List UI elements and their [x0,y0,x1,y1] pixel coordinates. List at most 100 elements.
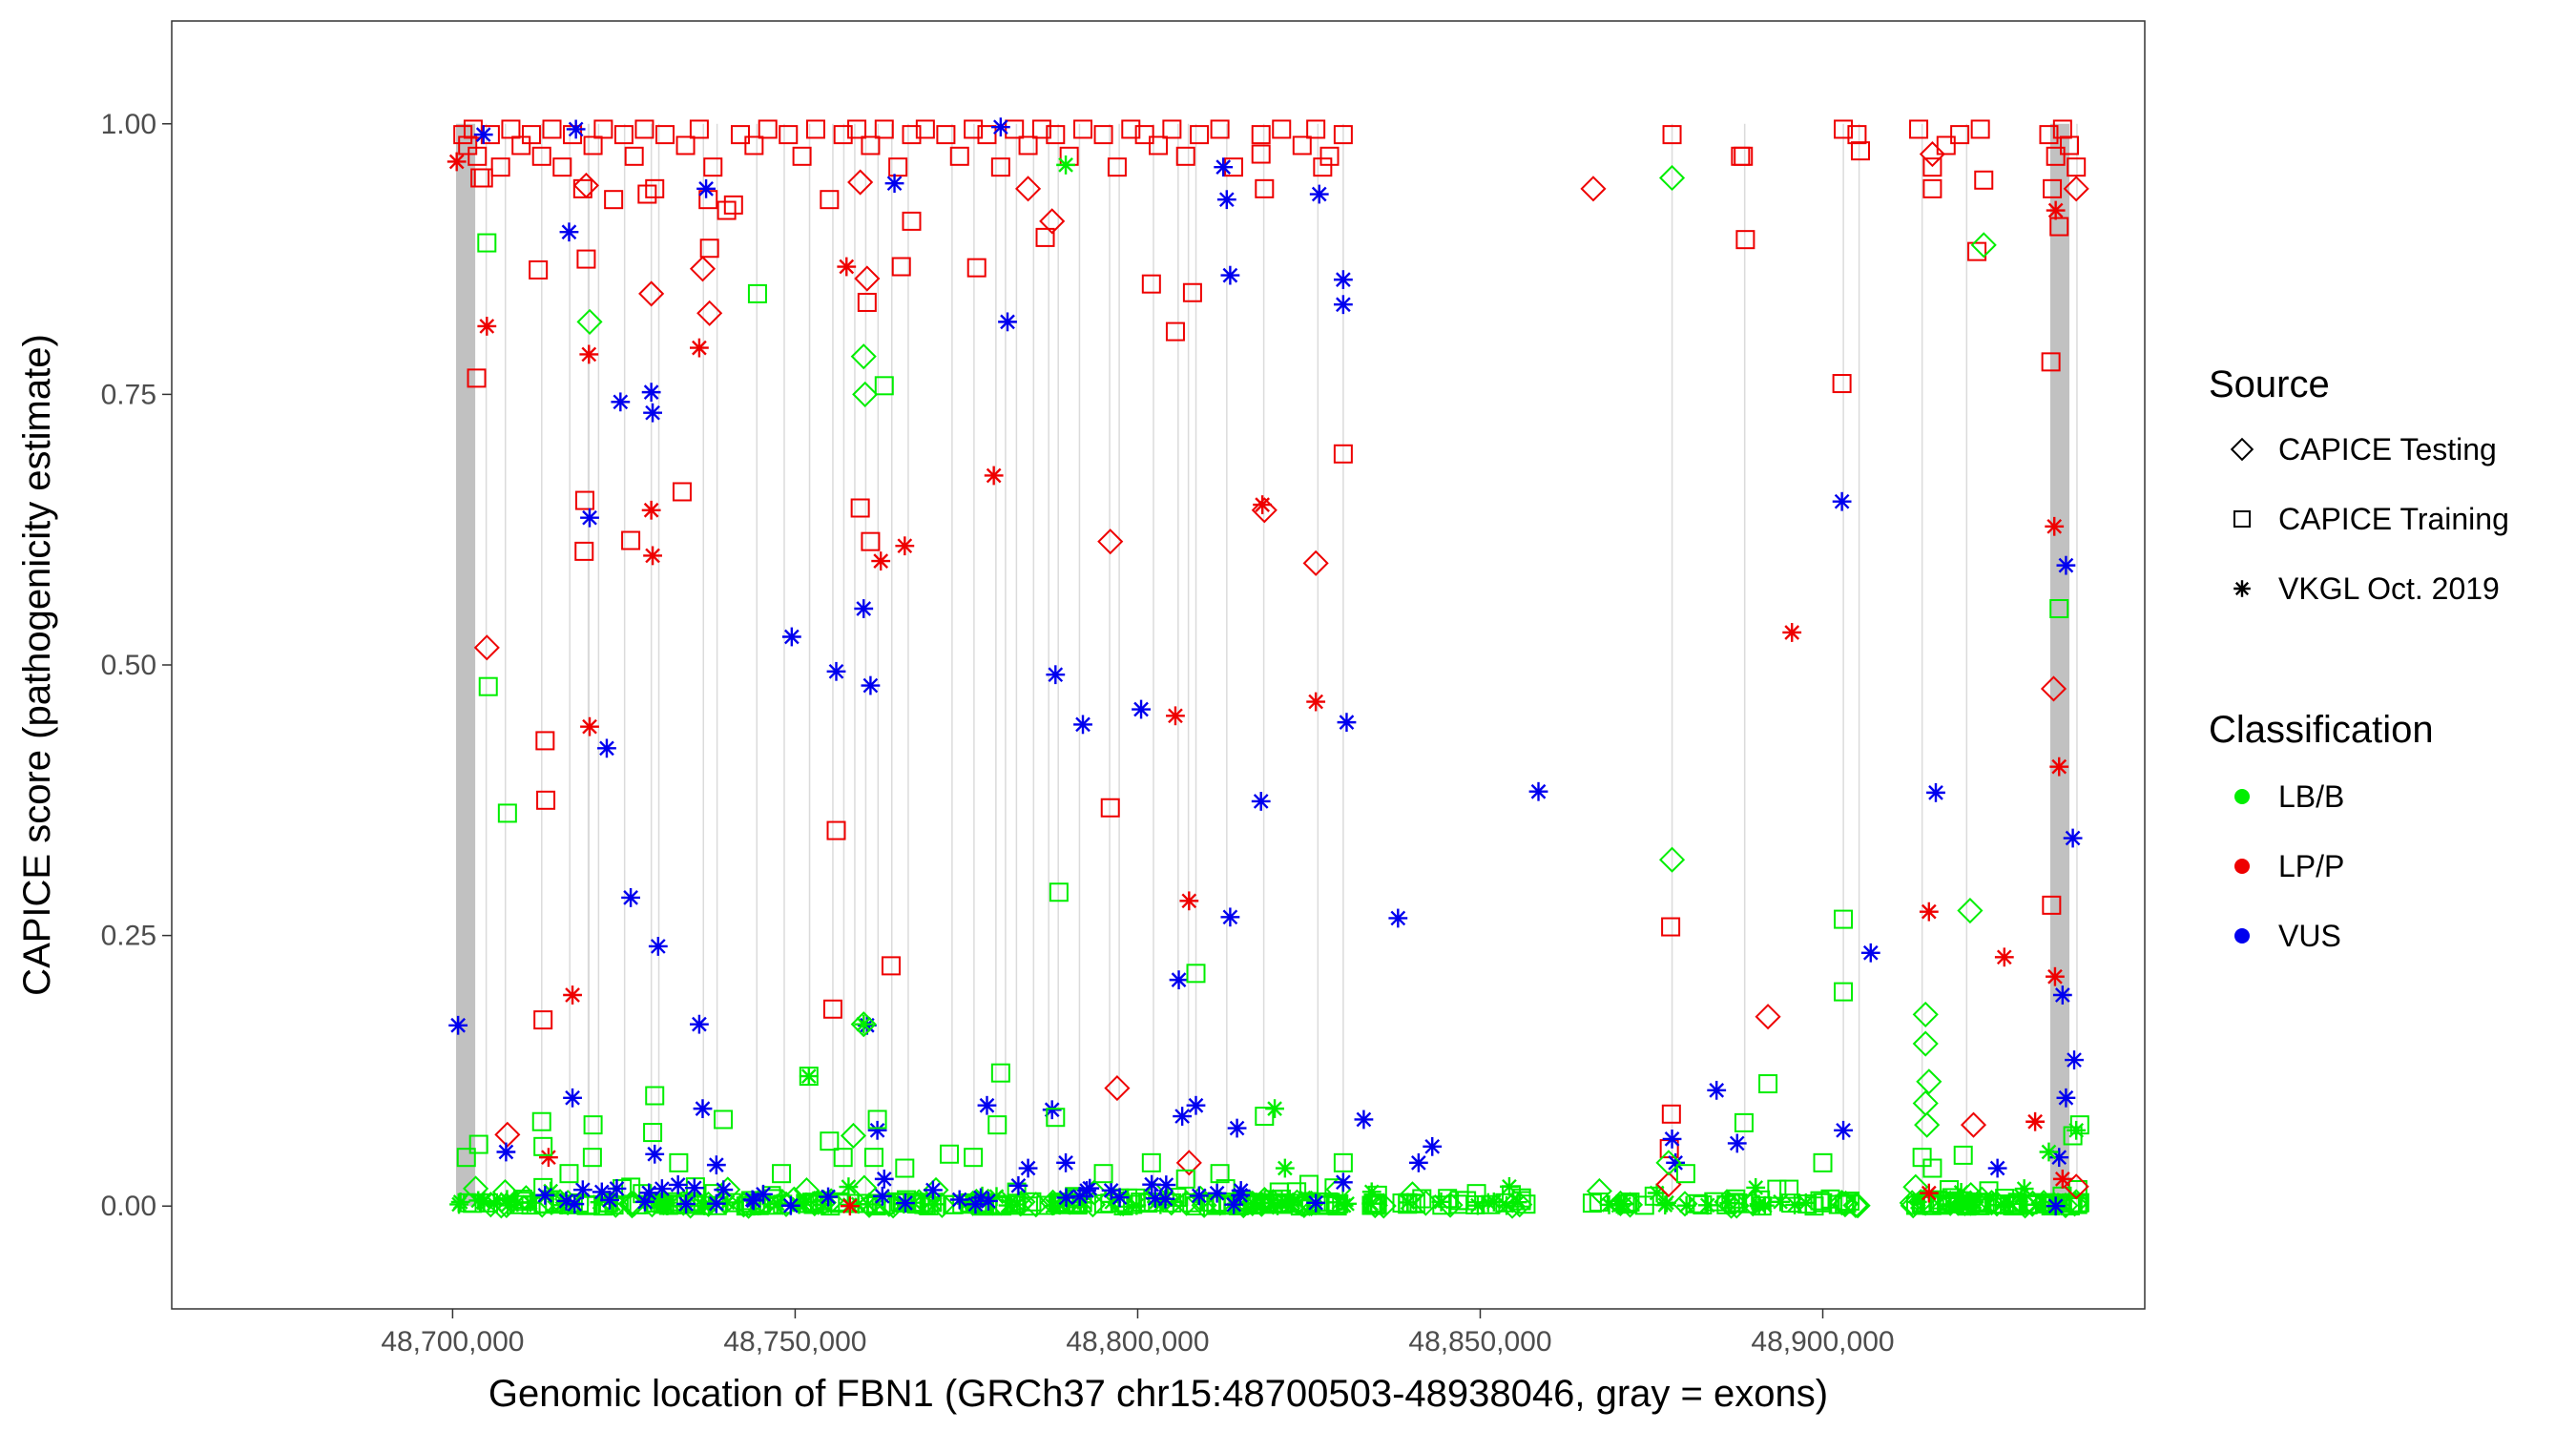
data-point-lbb-band [1968,1186,1995,1213]
data-point [1758,1074,1778,1094]
data-point [1662,1129,1682,1149]
data-point-lbb-band [763,1189,783,1209]
series-lp-p-capice-testing [473,140,2089,1200]
data-point [467,146,488,166]
exon-region [1858,123,1860,1207]
data-point [533,1136,553,1156]
data-point-lbb-band [801,1191,828,1217]
data-point [1134,125,1154,145]
data-point-lbb-band [880,1192,906,1219]
data-point-vus-band [676,1194,696,1213]
data-point [964,1148,984,1168]
data-point [744,135,764,156]
data-point [840,1196,860,1216]
data-point [621,530,641,550]
data-point [1666,1152,1686,1172]
series-lb-b-capice-testing [576,164,1997,1176]
exon-region [907,123,909,1207]
data-point [2067,157,2087,177]
data-point [1265,1099,1284,1119]
data-point-vus-band [971,1188,990,1208]
data-point-lbb-band [839,1177,859,1196]
data-point [675,135,696,156]
data-point [1251,125,1271,145]
data-point [1018,135,1038,156]
data-point-lbb-band [508,1192,528,1213]
data-point [535,731,555,751]
data-point-lbb-band [1022,1192,1042,1212]
data-point [2025,1111,2046,1131]
data-point [990,117,1010,137]
data-point [2049,757,2069,777]
x-tick-label: 48,750,000 [723,1326,866,1358]
data-point [1182,282,1202,302]
data-point [641,500,661,520]
data-point-vus-band [1080,1178,1100,1198]
data-point [583,135,603,156]
legend-item-label: CAPICE Testing [2278,432,2497,467]
data-point [1227,1118,1247,1138]
exon-region [951,123,953,1207]
data-point-lbb-band [1837,1193,1857,1213]
data-point [529,259,549,280]
data-point [1255,1107,1275,1127]
data-point-vus-band [1070,1187,1090,1206]
exon-region [842,123,845,1207]
data-point [467,368,487,388]
data-point [572,172,599,199]
legend-item-asterisk: VKGL Oct. 2019 [2233,571,2500,606]
data-point-lbb-band [618,1190,645,1216]
data-point [645,1086,665,1106]
data-point [1190,125,1210,145]
data-point [1272,119,1292,139]
data-point [580,508,599,528]
exon-region [2049,123,2070,1207]
data-point [833,125,853,145]
legend-source-title: Source [2209,363,2330,405]
data-point-vus-band [600,1191,619,1210]
data-point [1912,1030,1939,1057]
exon-region [541,123,543,1207]
series-vus-vkgl-oct-2019 [448,117,2084,1216]
data-point-lbb-band [1243,1193,1263,1213]
data-point [1255,178,1275,198]
data-point-lbb-band [1989,1194,2009,1214]
y-tick-label: 0.75 [101,379,156,410]
data-point [871,551,891,570]
data-point [693,1099,713,1119]
data-point [1957,897,1984,924]
data-point [1046,1108,1066,1128]
data-point [966,258,987,278]
data-point [1104,1075,1131,1102]
data-point-lbb-band [1718,1192,1745,1219]
legend-item-square: CAPICE Training [2233,502,2509,536]
y-tick-label: 0.50 [101,650,156,681]
data-point [1186,964,1206,984]
legend-item-label: LP/P [2278,849,2344,883]
exon-region [569,123,571,1207]
x-axis: 48,700,000 48,750,000 48,800,000 48,850,000… [381,1309,1895,1358]
exon-region [650,123,653,1207]
data-point [1121,119,1141,139]
exon-region [1226,123,1228,1207]
data-point [1141,274,1161,294]
exon-region [832,123,834,1207]
data-point [888,157,908,177]
data-point [1655,1150,1682,1176]
data-point [1333,444,1353,464]
data-point [1675,1164,1695,1184]
data-point-lbb-band [1937,1190,1963,1216]
exon-region [1057,123,1059,1207]
data-point [1107,157,1127,177]
data-point [1354,1110,1374,1130]
data-point [847,119,867,139]
exon-region [1965,123,1968,1207]
data-point [1834,1120,1853,1140]
data-point [643,546,662,566]
data-point [2060,135,2080,156]
exon-region [1671,123,1673,1207]
data-point [542,119,562,139]
data-point-vus-band [565,1194,585,1214]
